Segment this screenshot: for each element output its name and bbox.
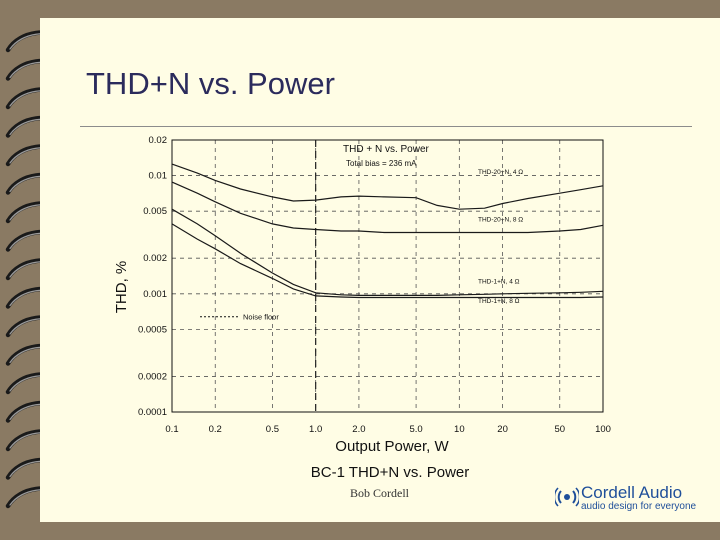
author-credit: Bob Cordell [350,486,409,500]
x-tick-label: 100 [595,424,611,435]
x-tick-label: 0.1 [165,424,178,435]
series-label: THD-1+N, 4 Ω [478,278,520,285]
title-divider [80,126,692,127]
y-tick-label: 0.02 [149,135,168,146]
series-label: THD-1+N, 8 Ω [478,298,520,305]
x-tick-label: 1.0 [309,424,322,435]
series-line [171,208,604,296]
logo-mark-icon [555,487,579,507]
x-tick-label: 0.5 [266,424,279,435]
y-tick-label: 0.0002 [138,371,167,382]
x-tick-label: 5.0 [409,424,422,435]
plot-area [171,139,604,413]
x-tick-label: 2.0 [352,424,365,435]
series-label: THD-20+N, 4 Ω [478,169,523,176]
series-line [171,181,604,234]
chart-title: THD + N vs. Power [343,144,430,155]
x-tick-label: 0.2 [209,424,222,435]
series-line [171,223,604,299]
y-tick-label: 0.001 [143,289,167,300]
y-tick-label: 0.0001 [138,407,167,418]
cordell-audio-logo: Cordell Audio audio design for everyone [555,483,697,513]
noise-floor-label: Noise floor [243,313,279,322]
x-tick-label: 50 [554,424,565,435]
x-tick-label: 10 [454,424,465,435]
chart-subtitle: Total bias = 236 mA [346,159,417,168]
y-tick-label: 0.002 [143,253,167,264]
series-label: THD-20+N, 8 Ω [478,216,523,223]
y-tick-labels: 0.0001 0.0002 0.0005 0.001 0.002 0.005 0.01 0.0… [138,135,167,418]
x-tick-labels: 0.1 0.2 0.5 1.0 2.0 5.0 10 20 50 100 [165,424,611,435]
y-axis-label: THD, % [113,261,130,314]
logo-name: Cordell Audio [581,483,683,502]
x-tick-label: 20 [497,424,508,435]
slide: THD+N vs. Power [40,18,720,522]
chart-gridlines [171,139,604,413]
y-tick-label: 0.0005 [138,324,167,335]
series-line [171,163,604,210]
series-group: THD-20+N, 4 Ω THD-20+N, 8 Ω THD-1+N, 4 Ω TH… [171,163,604,305]
noise-floor-legend: Noise floor [200,313,279,322]
x-axis-label: Output Power, W [335,438,449,455]
logo-tagline: audio design for everyone [581,501,697,512]
slide-title: THD+N vs. Power [86,66,335,101]
chart-caption: BC-1 THD+N vs. Power [311,464,470,481]
y-tick-label: 0.005 [143,206,167,217]
y-tick-label: 0.01 [149,171,168,182]
